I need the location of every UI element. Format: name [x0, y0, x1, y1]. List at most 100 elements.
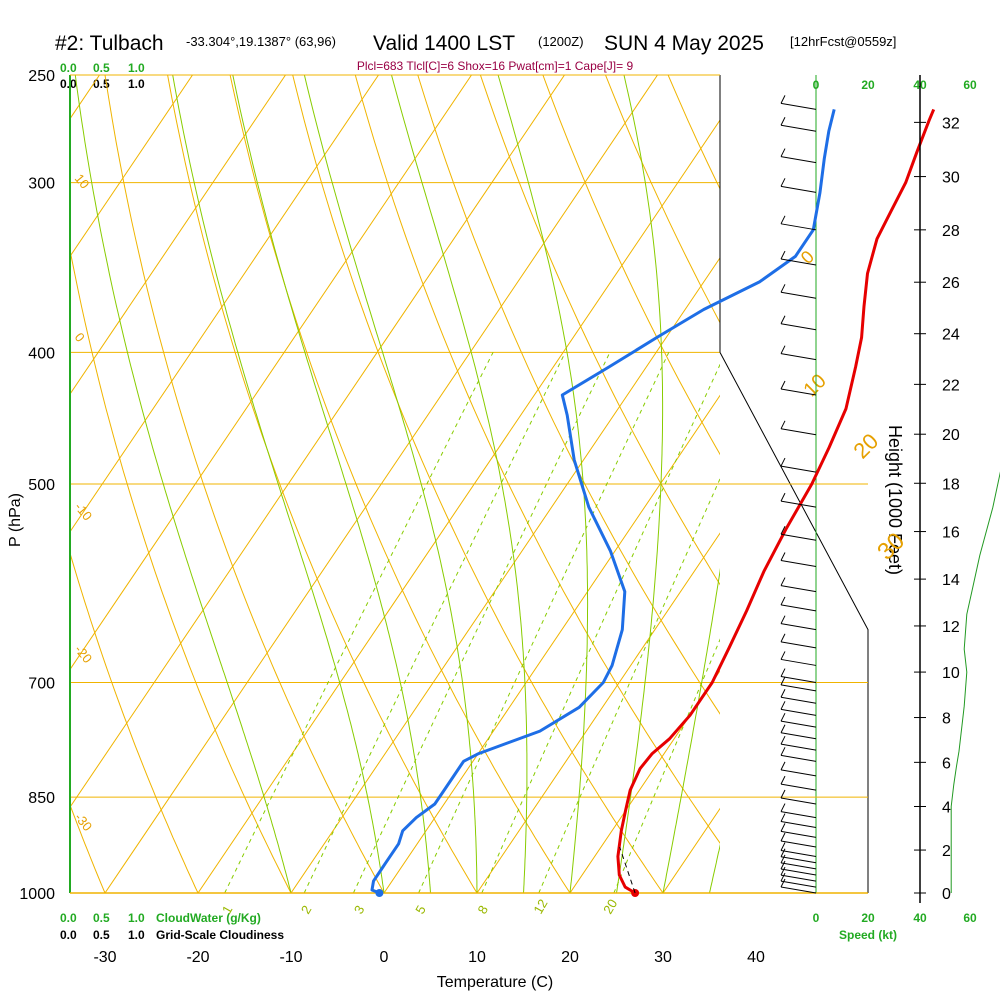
wind-barb: [780, 712, 817, 728]
dewpoint-surface-point: [375, 889, 384, 897]
barb-flag: [780, 860, 786, 870]
mixing-ratio-label-8: 8: [475, 903, 492, 917]
barb-flag: [780, 735, 786, 745]
wind-barb: [780, 457, 817, 473]
wind-barb: [780, 95, 817, 110]
wind-barb: [780, 492, 817, 508]
parcel-path: [619, 846, 636, 894]
height-tick-label-12: 12: [942, 619, 960, 636]
barb-shaft: [780, 840, 817, 848]
dry-adiabat: [604, 75, 720, 324]
pressure-tick-500: 500: [28, 477, 55, 494]
wind-barb: [780, 866, 817, 882]
pressure-tick-700: 700: [28, 676, 55, 693]
barb-flag: [780, 747, 786, 756]
barb-flag: [780, 866, 786, 876]
bottom-cloud-scales: 0.0 0.5 1.0 CloudWater (g/Kg) 0.0 0.5 1.…: [60, 911, 284, 942]
height-tick-label-2: 2: [942, 843, 951, 860]
barb-flag: [780, 701, 786, 710]
barb-flag: [780, 775, 786, 785]
moist-adiabat: [709, 843, 720, 893]
barb-shaft: [780, 658, 817, 666]
upper-boundary: [719, 352, 869, 893]
station-title: #2: Tulbach: [55, 32, 164, 55]
dry-adiabat: [229, 75, 571, 893]
barb-shaft: [780, 708, 817, 716]
height-tick-label-24: 24: [942, 327, 960, 344]
barb-shaft: [780, 821, 817, 829]
wind-barb: [780, 668, 817, 684]
wind-barb: [780, 526, 817, 541]
cloudiness-label: Grid-Scale Cloudiness: [156, 928, 284, 942]
barb-shaft: [780, 500, 817, 508]
dry-adiabat: [542, 75, 720, 456]
barb-shaft: [780, 465, 817, 473]
speed-axis-top: 0 20 40 60: [813, 78, 977, 92]
wind-barb: [780, 813, 817, 829]
dry-adiabat: [354, 75, 720, 844]
dry-adiabat: [167, 75, 478, 893]
height-tick-label-20: 20: [942, 427, 960, 444]
speed-top-tick-20: 20: [861, 78, 875, 92]
wind-barb: [780, 615, 817, 631]
height-tick-label-22: 22: [942, 377, 960, 394]
barb-shaft: [780, 291, 817, 299]
bottom-green-tick-0: 0.0: [60, 911, 77, 925]
top-green-tick-0: 0.0: [60, 61, 77, 75]
top-black-tick-0: 0.0: [60, 77, 77, 91]
mixing-ratio-line: [224, 352, 494, 893]
dry-adiabat: [417, 75, 720, 715]
wind-barb: [780, 854, 817, 870]
barb-flag: [780, 803, 786, 812]
dry-adiabat: [844, 51, 1000, 922]
barb-flag: [780, 596, 786, 606]
temperature-tick--20: -20: [186, 949, 209, 966]
barb-shaft: [780, 811, 817, 819]
barb-flag: [780, 315, 786, 325]
isotherm-line: [383, 394, 720, 893]
wind-barb: [780, 651, 817, 666]
barb-shaft: [780, 743, 817, 751]
barb-shaft: [780, 428, 817, 436]
wind-barb: [780, 823, 817, 838]
mixing-ratio-line: [303, 352, 566, 893]
pressure-tick-400: 400: [28, 345, 55, 362]
x-axis-label: Temperature (C): [437, 974, 553, 991]
barb-shaft: [780, 754, 817, 762]
barb-shaft: [780, 102, 817, 110]
barb-shaft: [780, 862, 817, 870]
barb-flag: [780, 420, 786, 430]
barb-shaft: [780, 223, 817, 231]
barb-flag: [780, 95, 786, 104]
wind-barb: [780, 552, 817, 567]
barb-shaft: [780, 258, 817, 266]
barb-shaft: [780, 684, 817, 692]
dry-adiabat: [104, 75, 385, 893]
height-tick-label-16: 16: [942, 525, 960, 542]
height-tick-label-6: 6: [942, 755, 951, 772]
barb-flag: [780, 117, 786, 126]
dry-adiabat: [0, 51, 23, 922]
pressure-tick-1000: 1000: [19, 886, 55, 903]
station-coords: -33.304°,19.1387° (63,96): [186, 34, 336, 49]
wind-barb: [780, 775, 817, 791]
dry-adiabat: [292, 75, 664, 893]
barb-shaft: [780, 623, 817, 631]
barb-shaft: [780, 868, 817, 876]
isotherm-line: [70, 75, 379, 533]
wind-barb: [780, 315, 817, 331]
pressure-tick-250: 250: [28, 68, 55, 85]
barb-shaft: [780, 676, 817, 684]
moist-adiabat: [303, 75, 478, 893]
barb-flag: [780, 380, 786, 390]
barb-flag: [780, 854, 786, 864]
forecast-date: SUN 4 May 2025: [604, 32, 764, 55]
wind-barb: [780, 117, 817, 132]
dry-adiabat: [70, 803, 106, 893]
barb-flag: [780, 615, 786, 624]
barb-shaft: [780, 797, 817, 805]
isotherm-line: [197, 119, 720, 893]
bottom-green-tick-1: 0.5: [93, 911, 110, 925]
